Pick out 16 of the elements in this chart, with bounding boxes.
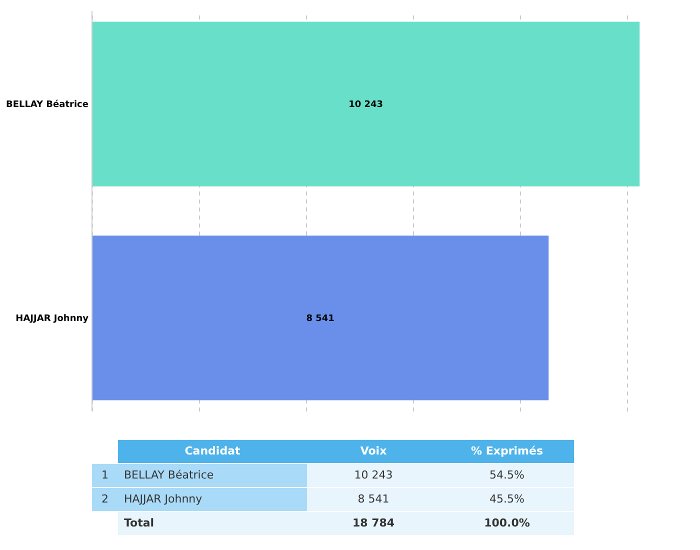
text: HAJJAR Johnny (124, 492, 203, 506)
text: 18 784 (352, 516, 395, 530)
data-label: 8 541 (306, 314, 334, 324)
data-label: 10 243 (348, 100, 384, 110)
text: 2 (102, 492, 108, 506)
text: % Exprimés (471, 444, 544, 458)
text: 1 (102, 468, 108, 482)
text: 8 541 (358, 492, 390, 506)
text: Candidat (184, 444, 240, 458)
text: 54.5% (490, 468, 524, 482)
text: BELLAY Béatrice (124, 468, 214, 482)
text: Voix (360, 444, 387, 458)
text: Total (124, 516, 154, 530)
text: 45.5% (490, 492, 524, 506)
text: 100.0% (484, 516, 530, 530)
text: 10 243 (354, 468, 393, 482)
